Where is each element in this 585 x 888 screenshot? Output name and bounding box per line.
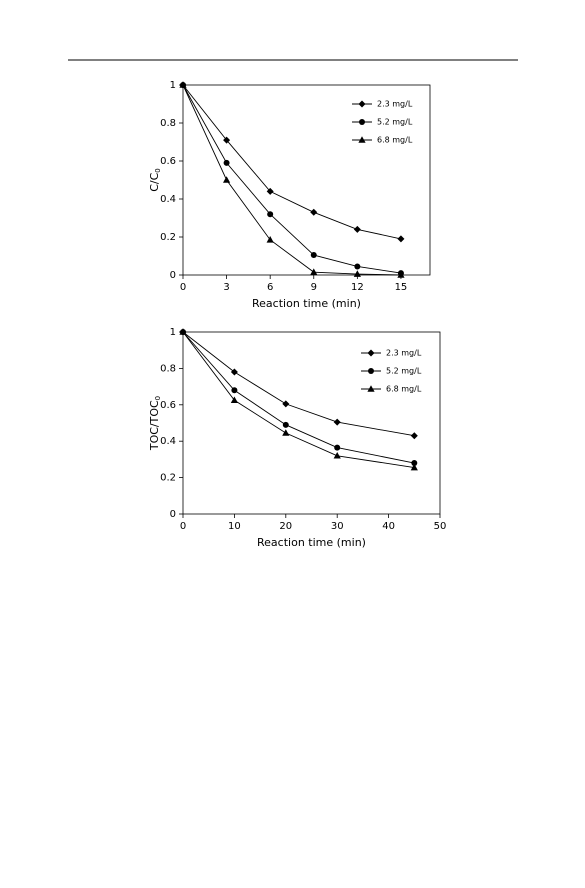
legend-label: 2.3 mg/L xyxy=(386,349,422,358)
series-line xyxy=(182,84,401,276)
plot-frame xyxy=(182,331,441,515)
legend-label: 6.8 mg/L xyxy=(386,385,422,394)
marker xyxy=(333,418,341,426)
y-tick-label: 0.8 xyxy=(160,118,176,129)
marker xyxy=(310,268,318,275)
y-tick-label: 0.6 xyxy=(160,156,176,167)
x-tick-label: 10 xyxy=(228,521,241,532)
legend-marker xyxy=(358,100,366,108)
legend-marker xyxy=(359,119,365,125)
marker xyxy=(223,136,231,144)
marker xyxy=(179,81,187,88)
legend-label: 5.2 mg/L xyxy=(386,367,422,376)
y-axis-label-sub: 0 xyxy=(154,168,162,172)
x-tick-label: 9 xyxy=(311,282,317,293)
marker xyxy=(231,387,238,394)
marker xyxy=(397,271,405,278)
y-axis-label: TOC/TOC0 xyxy=(148,396,162,451)
y-tick-label: 0.4 xyxy=(160,436,176,447)
series-line xyxy=(182,84,402,274)
legend-label: 2.3 mg/L xyxy=(377,100,413,109)
x-tick-label: 15 xyxy=(395,282,408,293)
x-axis-label: Reaction time (min) xyxy=(252,297,361,310)
marker xyxy=(353,270,361,277)
x-tick-label: 12 xyxy=(351,282,364,293)
y-tick-label: 0.8 xyxy=(160,363,176,374)
x-tick-label: 3 xyxy=(223,282,229,293)
legend-marker xyxy=(367,349,375,357)
y-tick-label: 1 xyxy=(170,80,176,91)
marker xyxy=(333,451,341,459)
x-axis-label: Reaction time (min) xyxy=(257,536,366,549)
x-tick-label: 20 xyxy=(279,521,292,532)
marker xyxy=(397,235,405,243)
y-tick-label: 1 xyxy=(170,327,176,338)
x-tick-label: 50 xyxy=(434,521,447,532)
marker xyxy=(310,208,318,216)
y-tick-label: 0 xyxy=(170,509,176,520)
series-line xyxy=(182,84,402,240)
y-tick-label: 0.4 xyxy=(160,194,176,205)
y-tick-label: 0 xyxy=(170,270,176,281)
marker xyxy=(410,432,418,440)
y-axis-label-sub: 0 xyxy=(154,396,162,400)
x-tick-label: 30 xyxy=(331,521,344,532)
marker xyxy=(282,400,290,408)
marker xyxy=(230,396,238,404)
x-tick-label: 40 xyxy=(382,521,395,532)
marker xyxy=(266,187,274,195)
y-axis-label-main: C/C xyxy=(148,172,161,191)
marker xyxy=(267,211,274,218)
legend-marker xyxy=(367,385,375,392)
x-tick-label: 0 xyxy=(180,521,186,532)
marker xyxy=(410,463,418,471)
marker xyxy=(334,444,341,451)
plot-frame xyxy=(182,84,431,276)
legend-marker xyxy=(358,136,366,143)
y-axis-label-main: TOC/TOC xyxy=(148,400,161,451)
y-axis-label: C/C0 xyxy=(148,168,162,192)
y-tick-label: 0.6 xyxy=(160,400,176,411)
marker xyxy=(179,328,187,335)
marker xyxy=(266,236,274,243)
marker xyxy=(354,263,361,270)
marker xyxy=(353,225,361,233)
marker xyxy=(230,368,238,376)
marker xyxy=(223,159,230,166)
y-tick-label: 0.2 xyxy=(160,473,176,484)
marker xyxy=(222,176,231,183)
legend-marker xyxy=(368,368,374,374)
x-tick-label: 0 xyxy=(180,282,186,293)
marker xyxy=(310,252,317,259)
marker xyxy=(282,429,290,436)
marker xyxy=(411,460,418,467)
legend-label: 5.2 mg/L xyxy=(377,118,413,127)
x-tick-label: 6 xyxy=(267,282,273,293)
marker xyxy=(282,421,289,428)
y-tick-label: 0.2 xyxy=(160,232,176,243)
legend-label: 6.8 mg/L xyxy=(377,136,413,145)
